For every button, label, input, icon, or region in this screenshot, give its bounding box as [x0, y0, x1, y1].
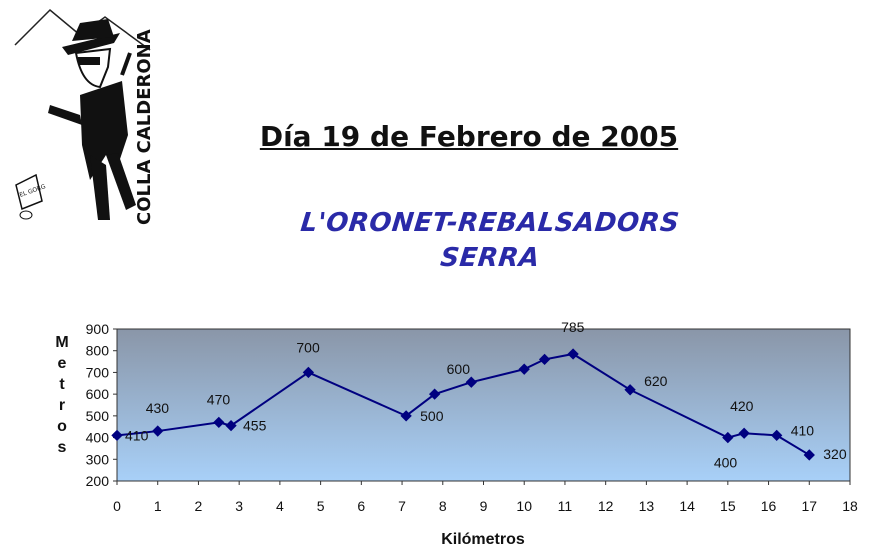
x-tick-label: 8 — [439, 498, 447, 514]
x-tick-label: 17 — [801, 498, 817, 514]
data-point — [518, 363, 530, 375]
y-axis-title-letter: t — [59, 376, 65, 393]
data-point — [225, 419, 237, 432]
x-axis: 0 1 2 3 4 5 6 7 8 9 10 11 12 13 14 15 16 17 18 — [113, 481, 858, 514]
x-tick-label: 3 — [235, 498, 243, 514]
x-axis-title: Kilómetros — [441, 531, 525, 548]
data-point — [803, 449, 815, 461]
data-point — [428, 388, 441, 400]
data-point — [624, 384, 636, 396]
y-tick-label: 500 — [86, 408, 110, 424]
y-axis: 200 300 400 500 600 700 800 900 — [86, 321, 117, 489]
x-tick-label: 18 — [842, 498, 858, 514]
y-axis-title-letter: s — [58, 439, 67, 456]
y-tick-label: 300 — [86, 451, 110, 467]
data-point — [738, 427, 750, 439]
y-tick-label: 700 — [86, 364, 110, 380]
x-tick-label: 16 — [761, 498, 777, 514]
x-tick-label: 15 — [720, 498, 736, 514]
series-line — [116, 352, 810, 456]
data-point — [771, 429, 783, 442]
y-tick-label: 900 — [86, 321, 110, 337]
y-tick-label: 800 — [86, 343, 110, 359]
logo-vertical-text: COLLA CALDERONA — [134, 29, 155, 225]
data-label: 410 — [791, 422, 815, 438]
y-axis-title-letter: o — [57, 418, 67, 435]
data-label: 500 — [420, 408, 444, 424]
data-label: 600 — [447, 361, 471, 377]
x-tick-label: 10 — [516, 498, 532, 514]
x-tick-label: 1 — [154, 498, 162, 514]
y-tick-label: 400 — [86, 430, 110, 446]
y-axis-title-letter: r — [59, 397, 65, 414]
data-label: 400 — [714, 455, 738, 471]
data-label: 430 — [146, 400, 170, 416]
plot-area — [116, 328, 851, 482]
data-label: 455 — [243, 418, 267, 434]
data-label: 410 — [125, 427, 149, 443]
x-tick-label: 11 — [558, 498, 573, 514]
x-tick-label: 0 — [113, 498, 121, 514]
data-label: 700 — [296, 339, 320, 355]
x-tick-label: 2 — [195, 498, 203, 514]
x-tick-label: 4 — [276, 498, 284, 514]
data-point — [722, 431, 734, 444]
y-axis-title-letter: M — [55, 334, 68, 351]
page-title: Día 19 de Febrero de 2005 — [259, 120, 679, 153]
x-tick-label: 13 — [639, 498, 655, 514]
x-tick-label: 7 — [398, 498, 406, 514]
data-point — [465, 376, 477, 388]
data-point — [213, 416, 225, 429]
data-point — [400, 410, 412, 422]
data-label: 320 — [823, 446, 847, 462]
data-label: 620 — [644, 373, 668, 389]
x-tick-label: 14 — [679, 498, 695, 514]
y-tick-label: 200 — [86, 473, 110, 489]
data-label: 785 — [561, 319, 585, 335]
data-point — [567, 348, 579, 360]
data-point — [538, 353, 551, 366]
data-label: 420 — [730, 398, 754, 414]
y-tick-label: 600 — [86, 386, 110, 402]
y-axis-title-letter: e — [58, 355, 67, 372]
data-point — [152, 425, 164, 437]
colla-calderona-logo: EL GORG COLLA CALDERONA — [10, 5, 156, 229]
data-point — [302, 366, 315, 379]
x-tick-label: 12 — [598, 498, 614, 514]
x-tick-label: 6 — [357, 498, 365, 514]
x-tick-label: 9 — [480, 498, 488, 514]
x-tick-label: 5 — [317, 498, 325, 514]
data-label: 470 — [207, 391, 231, 407]
